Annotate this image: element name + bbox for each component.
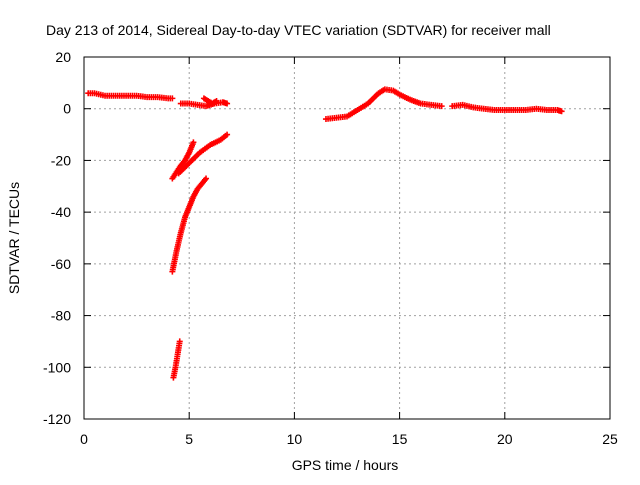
data-points [85, 86, 565, 381]
y-tick-label: -60 [51, 256, 71, 272]
data-point [176, 338, 183, 345]
x-tick-label: 10 [287, 431, 303, 447]
y-tick-label: -40 [51, 204, 71, 220]
data-point [169, 95, 176, 102]
y-tick-label: 0 [63, 101, 71, 117]
plot-frame [83, 56, 611, 420]
data-series-segment [322, 86, 445, 123]
data-series-segment [177, 99, 231, 110]
data-point [438, 103, 445, 110]
data-series-segment [175, 131, 231, 177]
axis-ticks: 0 5 10 15 20 25 20 0 -20 -40 -60 -80 -100 -120 [43, 49, 618, 447]
data-series-segment [170, 338, 183, 381]
data-point [190, 139, 197, 146]
grid [84, 57, 610, 419]
data-point [224, 100, 231, 107]
data-point [203, 175, 210, 182]
chart-title: Day 213 of 2014, Sidereal Day-to-day VTE… [46, 22, 551, 38]
y-axis-label: SDTVAR / TECUs [6, 182, 22, 294]
data-point [213, 97, 220, 104]
y-tick-label: -100 [43, 359, 71, 375]
data-point [558, 108, 565, 115]
data-series-segment [85, 90, 176, 102]
x-axis-label: GPS time / hours [292, 457, 399, 473]
y-tick-label: -120 [43, 411, 71, 427]
y-tick-label: 20 [55, 49, 71, 65]
data-series-segment [169, 175, 210, 275]
x-tick-label: 20 [497, 431, 513, 447]
data-point [224, 131, 231, 138]
x-tick-label: 25 [602, 431, 618, 447]
y-tick-label: -80 [51, 308, 71, 324]
data-series-segment [200, 95, 220, 107]
x-tick-label: 5 [185, 431, 193, 447]
y-tick-label: -20 [51, 152, 71, 168]
x-tick-label: 0 [80, 431, 88, 447]
data-series-segment [449, 101, 565, 115]
x-tick-label: 15 [392, 431, 408, 447]
